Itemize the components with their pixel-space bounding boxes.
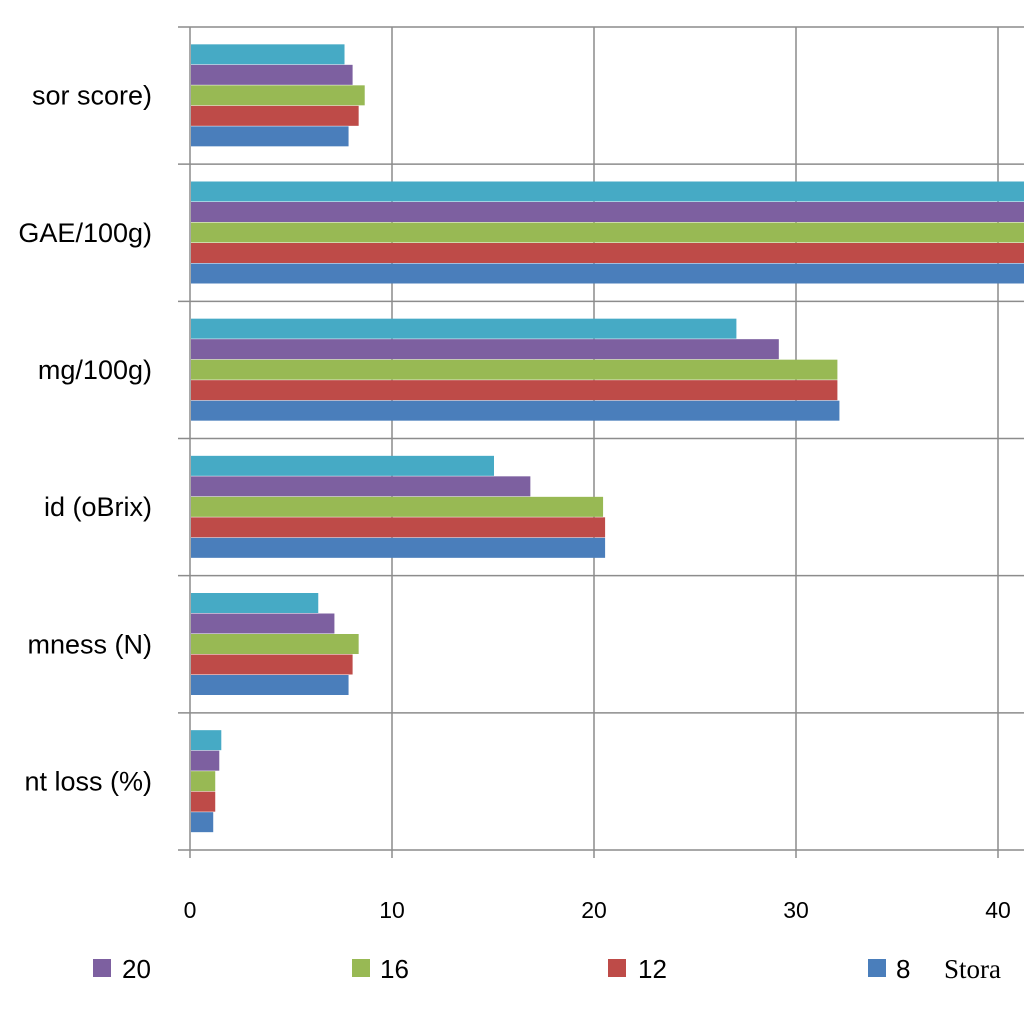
legend-swatch-20 — [93, 959, 111, 977]
category-label: nt loss (%) — [24, 766, 152, 796]
bar-series-16-cat-1 — [191, 222, 1024, 243]
legend-swatch-12 — [608, 959, 626, 977]
legend: Stora 20 16 12 8 — [93, 954, 1001, 984]
legend-swatch-8 — [868, 959, 886, 977]
bar-series-4-cat-4 — [191, 593, 319, 613]
bar-series-12-cat-2 — [191, 380, 838, 401]
grid-lines — [178, 26, 1024, 851]
x-tick-label: 10 — [379, 897, 405, 923]
bar-series-20-cat-0 — [191, 64, 353, 85]
bar-series-4-cat-1 — [191, 181, 1024, 202]
legend-label-16: 16 — [380, 954, 409, 984]
bar-series-4-cat-3 — [191, 455, 494, 476]
legend-swatch-16 — [352, 959, 370, 977]
bar-series-4-cat-0 — [191, 44, 345, 65]
bar-series-8-cat-4 — [191, 675, 349, 695]
category-label: id (oBrix) — [44, 492, 152, 522]
bar-series-8-cat-2 — [191, 400, 840, 421]
bar-series-8-cat-3 — [191, 537, 606, 558]
category-label: sor score) — [32, 81, 152, 111]
bar-series-8-cat-5 — [191, 812, 214, 833]
bar-series-8-cat-1 — [191, 263, 1024, 284]
bar-series-16-cat-0 — [191, 85, 365, 106]
category-label: mg/100g) — [38, 355, 152, 385]
bar-series-12-cat-0 — [191, 105, 359, 126]
bar-series-12-cat-3 — [191, 517, 606, 538]
bar-series-16-cat-4 — [191, 634, 359, 654]
bar-series-4-cat-5 — [191, 730, 222, 751]
bar-series-16-cat-5 — [191, 771, 216, 792]
bar-series-16-cat-2 — [191, 359, 838, 380]
category-labels: sor score) GAE/100g) mg/100g) id (oBrix) mne… — [18, 81, 152, 797]
legend-title: Stora — [944, 954, 1001, 984]
bars — [191, 44, 1024, 833]
bar-series-12-cat-4 — [191, 654, 353, 675]
category-label: mness (N) — [27, 629, 152, 659]
x-tick-label: 20 — [581, 897, 607, 923]
bar-series-8-cat-0 — [191, 126, 349, 147]
x-tick-label: 0 — [184, 897, 197, 923]
bar-series-20-cat-5 — [191, 750, 220, 771]
category-label: GAE/100g) — [18, 218, 152, 248]
bar-series-16-cat-3 — [191, 496, 604, 517]
legend-label-12: 12 — [638, 954, 667, 984]
legend-label-20: 20 — [122, 954, 151, 984]
axes — [189, 27, 999, 858]
x-tick-label: 40 — [985, 897, 1011, 923]
bar-series-4-cat-2 — [191, 318, 737, 339]
bar-series-20-cat-1 — [191, 202, 1024, 222]
bar-series-12-cat-1 — [191, 243, 1024, 263]
bar-series-20-cat-4 — [191, 613, 335, 634]
bar-series-20-cat-3 — [191, 476, 531, 497]
bar-series-20-cat-2 — [191, 339, 779, 360]
bar-series-12-cat-5 — [191, 791, 216, 812]
legend-label-8: 8 — [896, 954, 910, 984]
x-tick-labels: 0 10 20 30 40 — [184, 897, 1011, 923]
x-tick-label: 30 — [783, 897, 809, 923]
